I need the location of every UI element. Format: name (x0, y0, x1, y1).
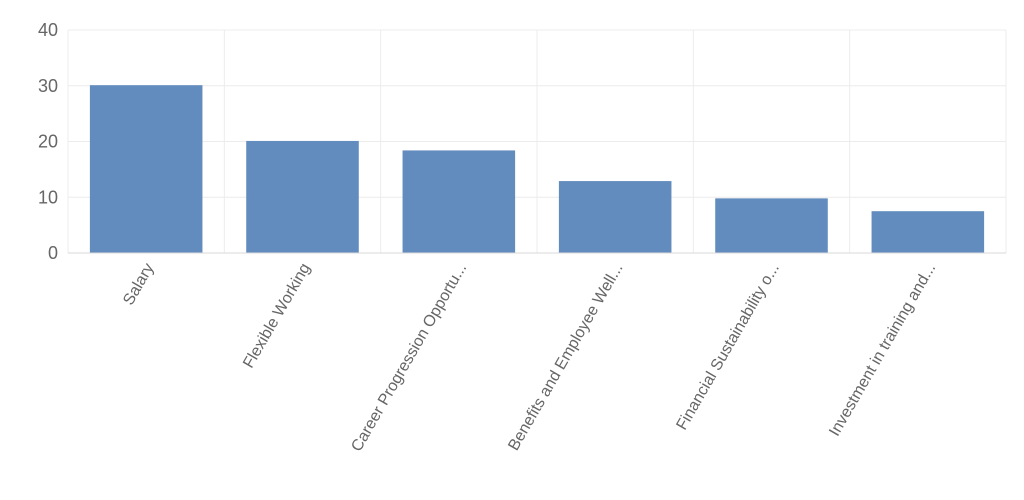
x-axis-labels: Salary Flexible Working Career Progression… (120, 260, 939, 454)
x-tick-label: Benefits and Employee Well... (505, 261, 626, 454)
bar-1 (246, 140, 359, 253)
bar-2 (402, 150, 516, 253)
y-tick-label: 30 (38, 76, 58, 96)
x-tick-label: Investment in training and... (826, 260, 939, 439)
x-tick-label: Financial Sustainability o... (674, 261, 783, 434)
y-tick-label: 20 (38, 132, 58, 152)
bars (89, 85, 985, 253)
y-tick-label: 40 (38, 20, 58, 40)
x-tick-label: Career Progression Opportu... (348, 261, 470, 455)
y-axis-ticks: 0 10 20 30 40 (38, 20, 58, 263)
y-tick-label: 0 (48, 243, 58, 263)
y-tick-label: 10 (38, 187, 58, 207)
bar-5 (871, 211, 985, 253)
x-tick-label: Salary (120, 261, 157, 309)
bar-0 (89, 85, 203, 253)
bar-4 (715, 198, 828, 253)
bar-3 (558, 181, 672, 253)
gridlines (67, 29, 1007, 254)
x-tick-label: Flexible Working (240, 261, 314, 372)
